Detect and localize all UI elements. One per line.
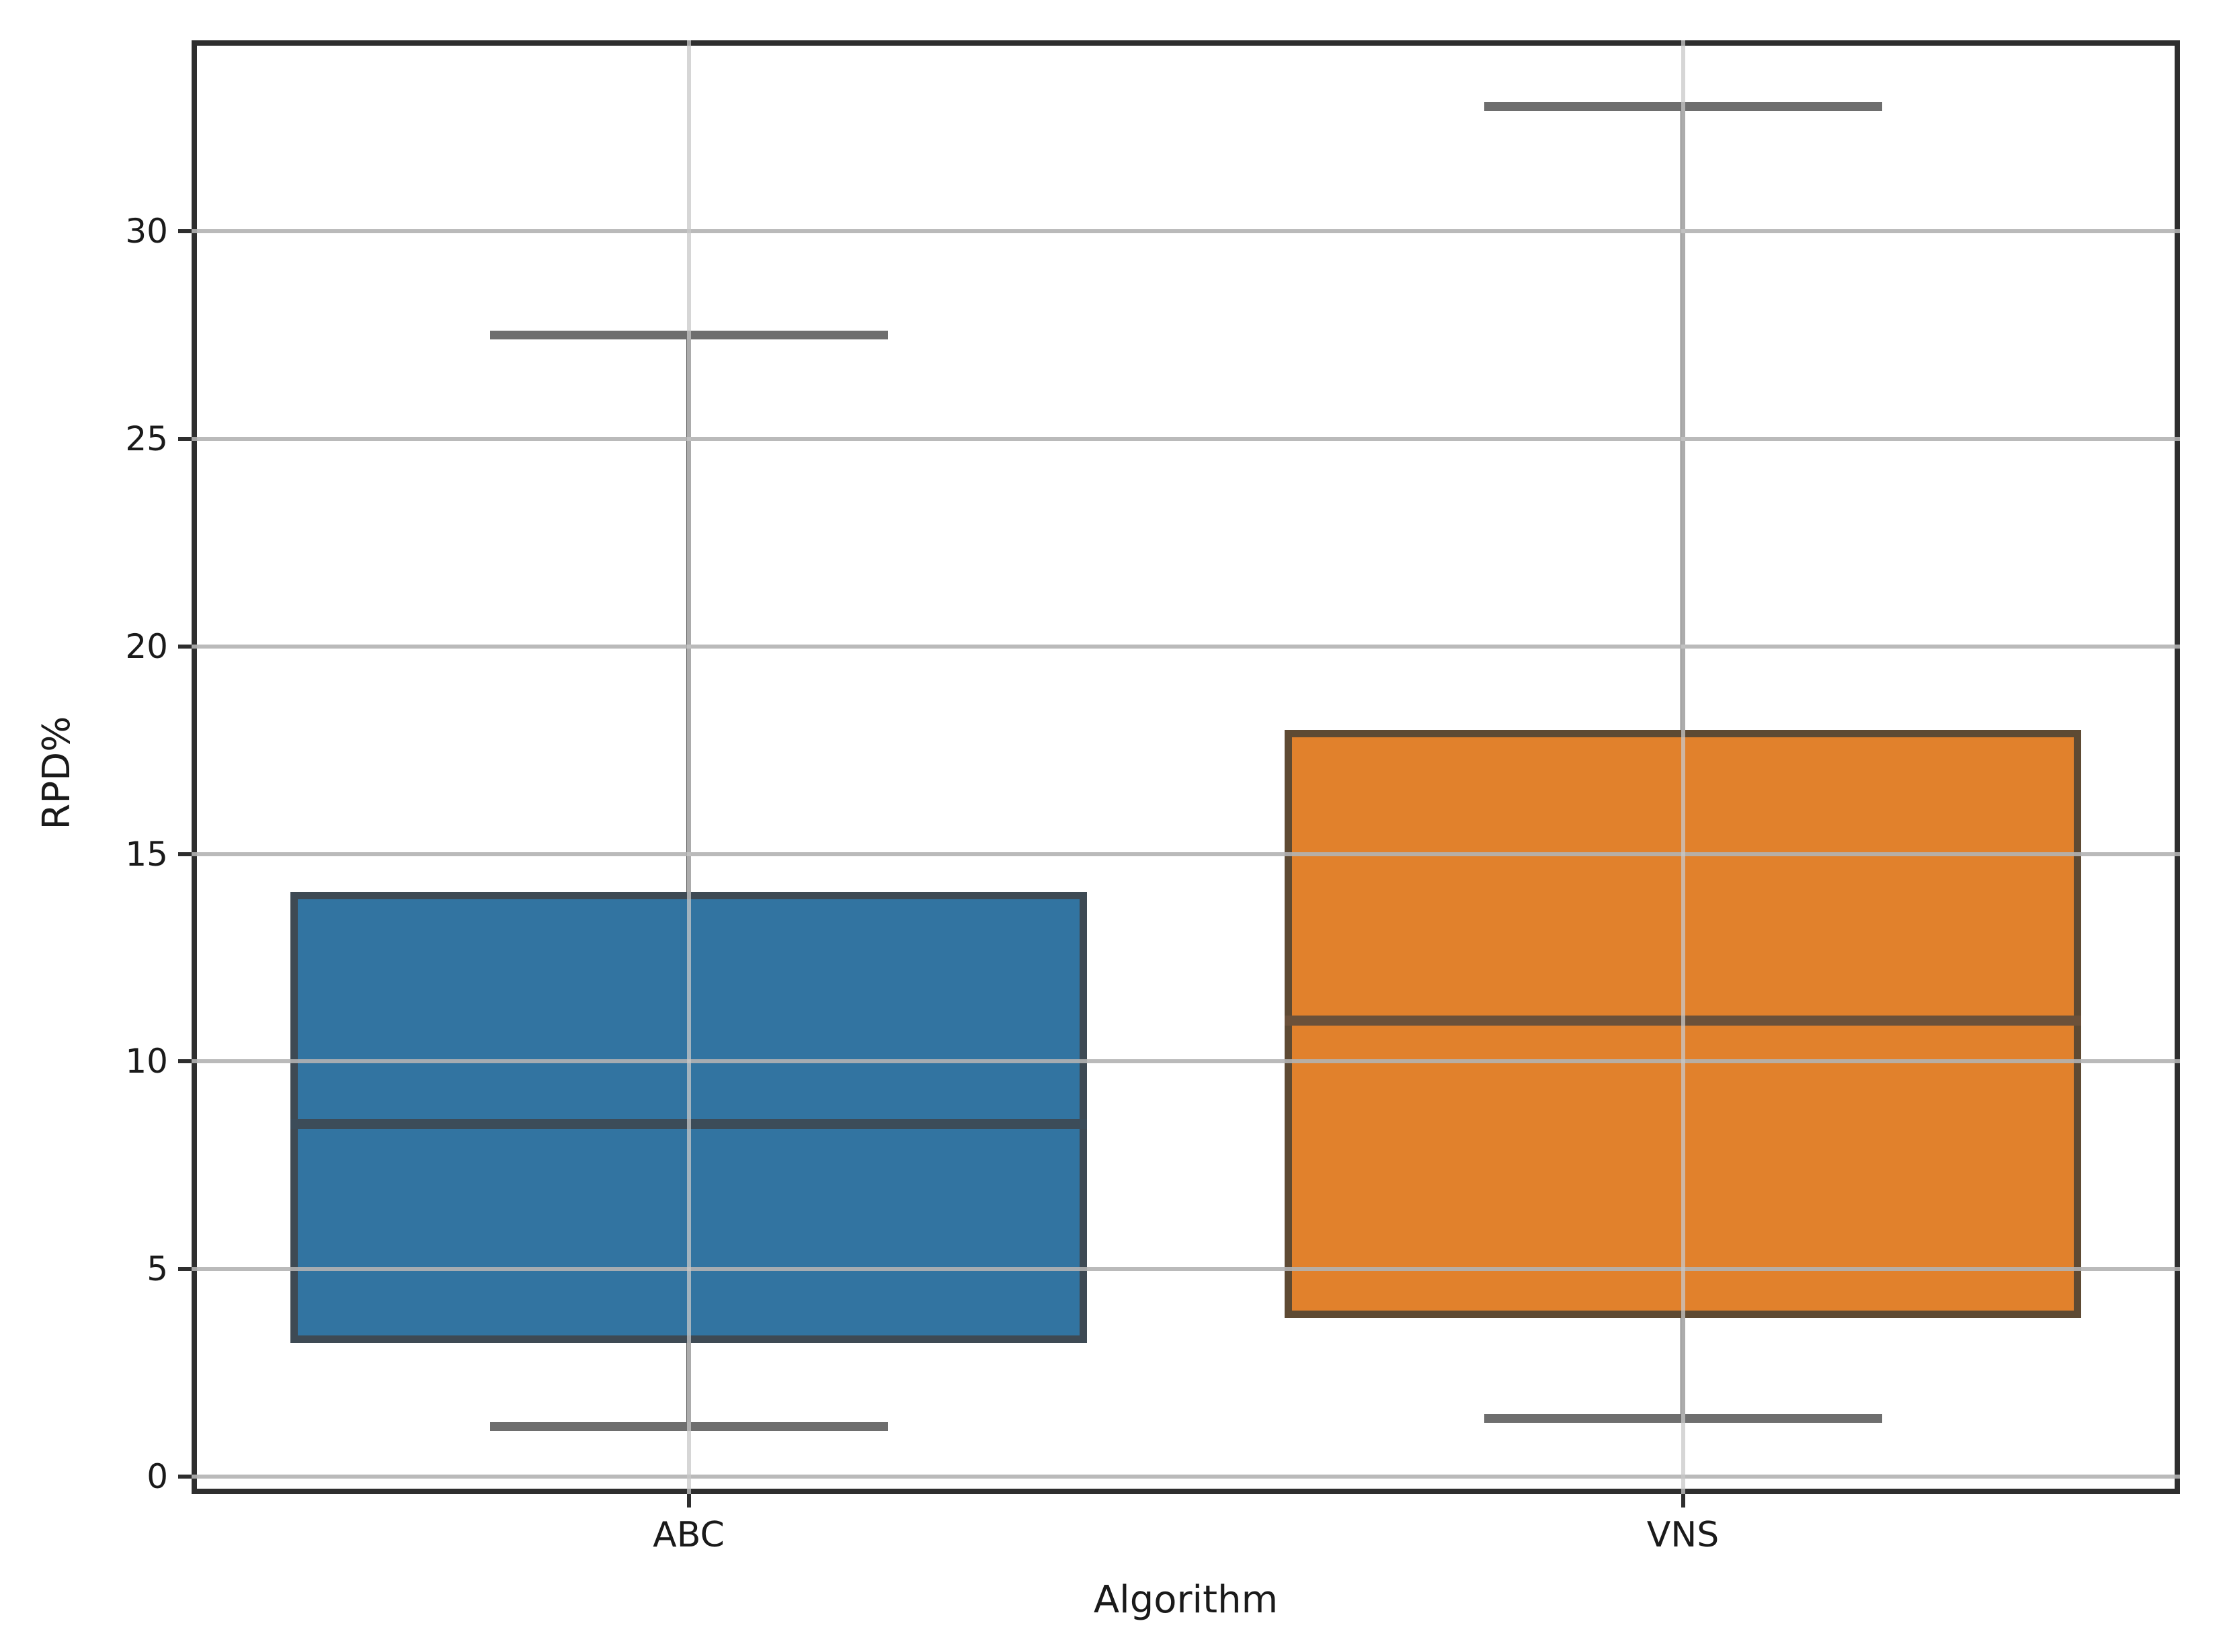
- y-tick-mark: [178, 1475, 192, 1479]
- x-tick-mark: [686, 1494, 691, 1508]
- y-tick-label: 5: [147, 1249, 168, 1289]
- y-tick-label: 25: [125, 419, 168, 458]
- y-tick-label: 20: [125, 626, 168, 666]
- x-axis-label: Algorithm: [1093, 1578, 1279, 1622]
- x-gridline: [686, 40, 691, 1494]
- y-tick-mark: [178, 1267, 192, 1272]
- y-gridline: [192, 229, 2180, 234]
- x-tick-label: VNS: [1646, 1515, 1720, 1555]
- y-tick-mark: [178, 436, 192, 441]
- y-gridline: [192, 1059, 2180, 1064]
- y-gridline: [192, 1267, 2180, 1272]
- y-tick-mark: [178, 852, 192, 856]
- y-gridline: [192, 436, 2180, 441]
- x-tick-label: ABC: [653, 1515, 725, 1555]
- y-tick-mark: [178, 229, 192, 234]
- y-tick-mark: [178, 644, 192, 649]
- x-tick-mark: [1681, 1494, 1685, 1508]
- y-tick-label: 10: [125, 1042, 168, 1081]
- y-tick-label: 30: [125, 212, 168, 251]
- y-tick-mark: [178, 1059, 192, 1064]
- y-tick-label: 0: [147, 1457, 168, 1497]
- y-gridline: [192, 852, 2180, 856]
- y-tick-label: 15: [125, 834, 168, 874]
- y-gridline: [192, 1475, 2180, 1479]
- x-gridline: [1681, 40, 1685, 1494]
- y-gridline: [192, 644, 2180, 649]
